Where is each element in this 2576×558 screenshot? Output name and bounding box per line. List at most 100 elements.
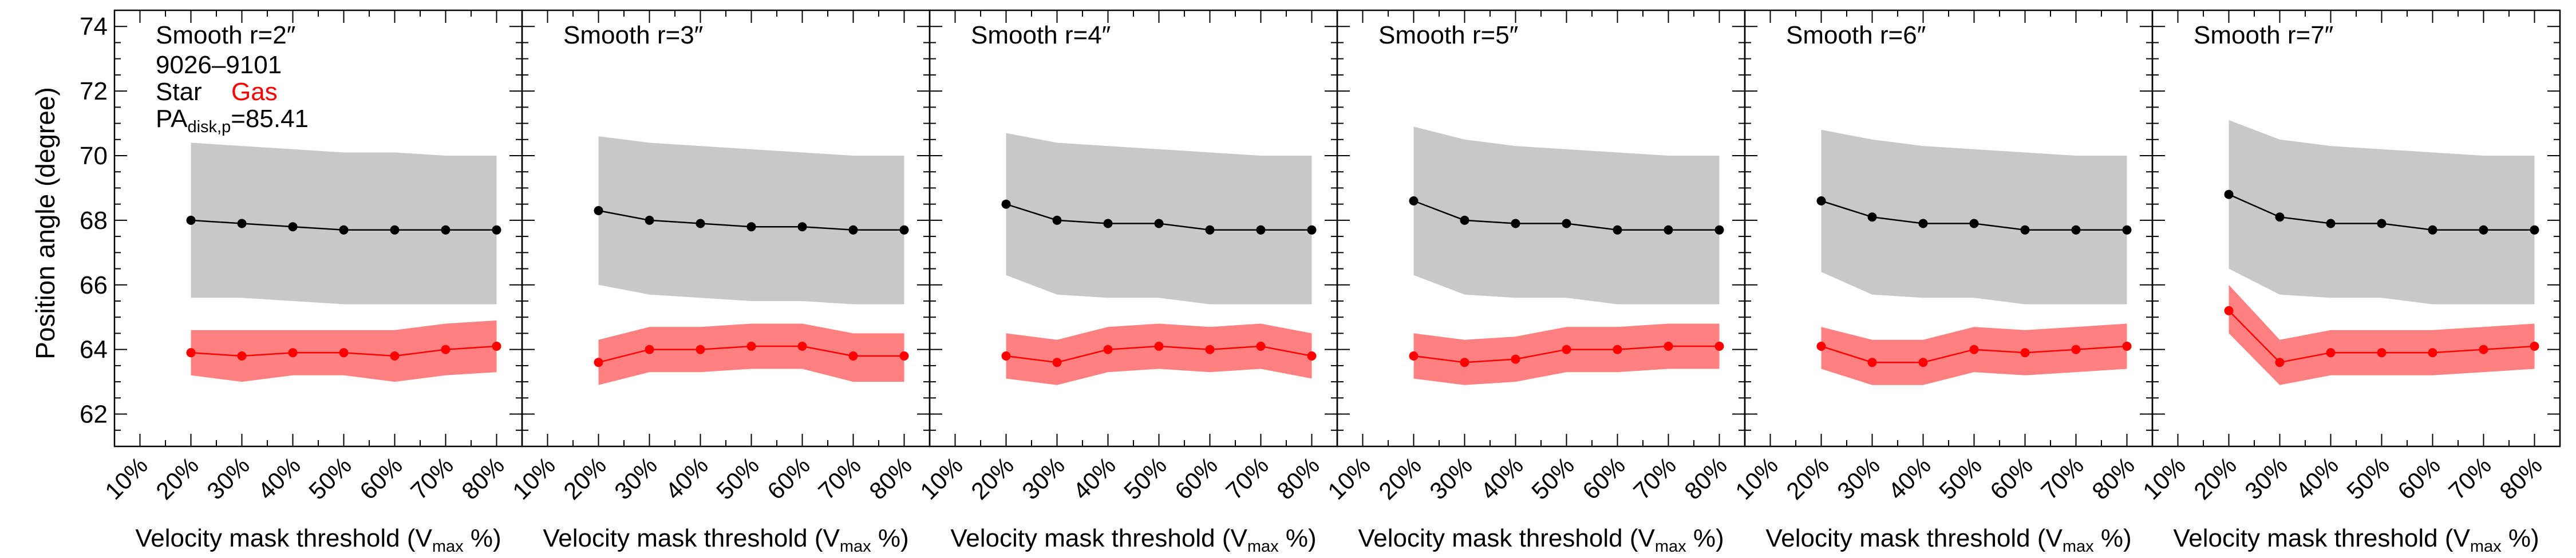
x-tick-label: 10% bbox=[507, 452, 560, 505]
x-axis-label-subscript: max bbox=[2063, 537, 2094, 556]
star-point bbox=[237, 219, 247, 228]
gas-uncertainty-band bbox=[1413, 323, 1720, 385]
legend-gas-label: Gas bbox=[231, 78, 278, 106]
star-point bbox=[1001, 199, 1011, 209]
gas-point bbox=[2530, 342, 2539, 351]
x-tick-label: 80% bbox=[2494, 452, 2547, 505]
star-point bbox=[2377, 219, 2387, 228]
star-point bbox=[1511, 219, 1520, 228]
chart-panel-1: 62 64 66 68 70 72 74 10%20%30%40%50%60%70%80% Sm… bbox=[80, 9, 523, 556]
x-tick-label: 50% bbox=[711, 452, 764, 505]
x-tick-label: 30% bbox=[609, 452, 662, 505]
x-axis-label: Velocity mask threshold (Vmax %) bbox=[1358, 524, 1724, 556]
x-tick-label: 50% bbox=[1934, 452, 1987, 505]
gas-point bbox=[288, 348, 298, 358]
star-point bbox=[1052, 215, 1062, 225]
legend-pa-number: =85.41 bbox=[231, 105, 309, 133]
gas-point bbox=[1969, 345, 1979, 354]
x-axis-label-suffix: %) bbox=[871, 524, 909, 552]
x-tick-label: 10% bbox=[915, 452, 968, 505]
x-tick-label: 30% bbox=[1832, 452, 1885, 505]
chart-panel-6: 10%20%30%40%50%60%70%80% Smooth r=7″ Veloc… bbox=[2138, 9, 2561, 556]
x-tick-label: 20% bbox=[2188, 452, 2242, 505]
star-uncertainty-band bbox=[2229, 120, 2535, 304]
star-point bbox=[1256, 225, 1266, 235]
gas-point bbox=[1613, 345, 1622, 354]
gas-uncertainty-band bbox=[1821, 323, 2127, 385]
x-tick-label: 30% bbox=[202, 452, 255, 505]
star-point bbox=[2122, 225, 2132, 235]
gas-point bbox=[1307, 351, 1317, 361]
gas-point bbox=[1816, 342, 1826, 351]
legend-pa-prefix: PA bbox=[156, 105, 188, 133]
y-tick-label: 70 bbox=[80, 142, 108, 170]
x-axis-label-subscript: max bbox=[432, 537, 464, 556]
star-point bbox=[1816, 196, 1826, 205]
star-point bbox=[899, 225, 909, 235]
x-tick-label: 70% bbox=[405, 452, 459, 505]
y-tick-label: 62 bbox=[80, 401, 108, 429]
legend: 9026–9101 Star Gas PAdisk,p=85.41 bbox=[156, 51, 309, 136]
star-point bbox=[2428, 225, 2437, 235]
star-uncertainty-band bbox=[1413, 126, 1720, 304]
star-point bbox=[1664, 225, 1673, 235]
gas-point bbox=[797, 342, 807, 351]
y-tick-label: 74 bbox=[80, 13, 108, 41]
chart-panel-3: 10%20%30%40%50%60%70%80% Smooth r=4″ Veloc… bbox=[915, 9, 1338, 556]
star-point bbox=[186, 215, 196, 225]
x-tick-label: 20% bbox=[151, 452, 204, 505]
star-point bbox=[2326, 219, 2336, 228]
x-axis-label-subscript: max bbox=[2470, 537, 2502, 556]
star-point bbox=[288, 222, 298, 232]
x-axis-label-prefix: Velocity mask threshold (V bbox=[135, 524, 432, 552]
gas-point bbox=[339, 348, 349, 358]
star-point bbox=[645, 215, 654, 225]
x-tick-label: 10% bbox=[2138, 452, 2191, 505]
x-tick-label: 60% bbox=[2392, 452, 2445, 505]
star-point bbox=[492, 225, 501, 235]
gas-point bbox=[1052, 358, 1062, 367]
y-tick-label: 68 bbox=[80, 207, 108, 235]
star-point bbox=[2530, 225, 2539, 235]
star-point bbox=[1307, 225, 1317, 235]
panel-title: Smooth r=5″ bbox=[1378, 21, 1518, 49]
x-axis-label-suffix: %) bbox=[464, 524, 501, 552]
panel-title: Smooth r=2″ bbox=[156, 21, 295, 49]
x-tick-label: 50% bbox=[1119, 452, 1172, 505]
x-axis-label-prefix: Velocity mask threshold (V bbox=[1765, 524, 2063, 552]
x-tick-label: 20% bbox=[1373, 452, 1427, 505]
x-axis-label-subscript: max bbox=[1655, 537, 1686, 556]
x-axis-label: Velocity mask threshold (Vmax %) bbox=[950, 524, 1316, 556]
x-tick-label: 70% bbox=[2036, 452, 2089, 505]
x-axis-label-suffix: %) bbox=[2502, 524, 2539, 552]
star-point bbox=[2275, 212, 2285, 222]
legend-pa-value: PAdisk,p=85.41 bbox=[156, 105, 309, 136]
x-tick-label: 60% bbox=[1577, 452, 1630, 505]
x-tick-label: 60% bbox=[354, 452, 408, 505]
star-point bbox=[441, 225, 451, 235]
gas-point bbox=[1154, 342, 1164, 351]
gas-point bbox=[390, 351, 400, 361]
chart-panel-5: 10%20%30%40%50%60%70%80% Smooth r=6″ Veloc… bbox=[1730, 9, 2154, 556]
star-point bbox=[746, 222, 756, 232]
x-tick-label: 50% bbox=[1526, 452, 1579, 505]
x-axis-label: Velocity mask threshold (Vmax %) bbox=[135, 524, 501, 556]
x-tick-label: 40% bbox=[1883, 452, 1936, 505]
x-tick-label: 10% bbox=[100, 452, 153, 505]
gas-point bbox=[1103, 345, 1113, 354]
star-point bbox=[1460, 215, 1469, 225]
gas-point bbox=[186, 348, 196, 358]
star-point bbox=[848, 225, 858, 235]
panel-title: Smooth r=6″ bbox=[1786, 21, 1926, 49]
star-point bbox=[390, 225, 400, 235]
chart-panels: 6264666870727410%20%30%40%50%60%70%80%Sm… bbox=[80, 9, 2561, 556]
gas-point bbox=[2020, 348, 2030, 358]
gas-point bbox=[1256, 342, 1266, 351]
gas-point bbox=[2122, 342, 2132, 351]
x-axis-label-prefix: Velocity mask threshold (V bbox=[1358, 524, 1655, 552]
x-axis-label-prefix: Velocity mask threshold (V bbox=[950, 524, 1247, 552]
star-point bbox=[1205, 225, 1215, 235]
star-point bbox=[2224, 189, 2234, 199]
star-point bbox=[2020, 225, 2030, 235]
